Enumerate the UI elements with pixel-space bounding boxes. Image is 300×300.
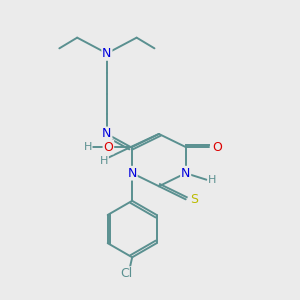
Text: H: H <box>83 142 92 152</box>
Text: H: H <box>100 156 108 166</box>
Text: Cl: Cl <box>120 267 132 280</box>
Text: O: O <box>103 140 113 154</box>
Text: O: O <box>212 140 222 154</box>
Text: S: S <box>190 193 198 206</box>
Text: N: N <box>102 128 112 140</box>
Text: H: H <box>208 175 217 185</box>
Text: N: N <box>181 167 190 180</box>
Text: N: N <box>128 167 137 180</box>
Text: N: N <box>102 47 112 60</box>
